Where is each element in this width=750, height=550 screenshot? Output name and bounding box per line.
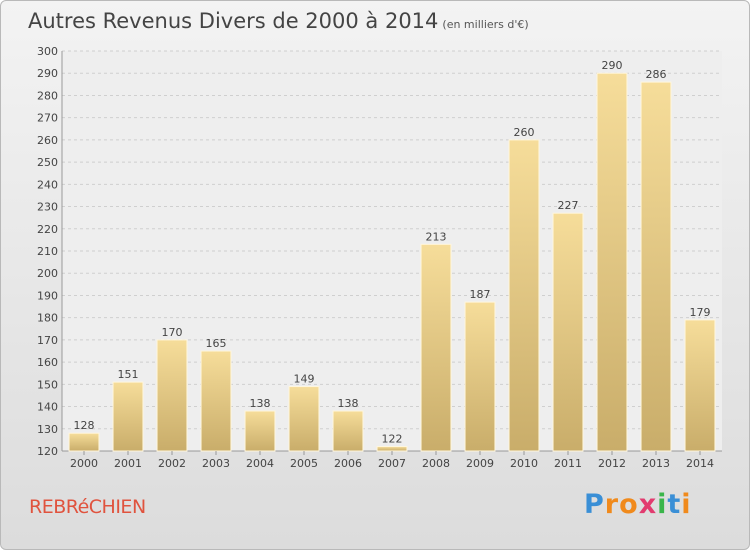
- data-label: 138: [250, 397, 271, 410]
- data-label: 122: [382, 433, 403, 446]
- logo-letter: o: [619, 489, 639, 520]
- bar: [552, 212, 584, 452]
- x-tick-label: 2011: [554, 457, 582, 470]
- data-label: 149: [294, 373, 315, 386]
- y-tick-label: 260: [37, 134, 58, 147]
- y-tick-label: 240: [37, 178, 58, 191]
- y-tick-label: 170: [37, 334, 58, 347]
- x-tick-label: 2013: [642, 457, 670, 470]
- logo-letter: i: [657, 489, 668, 520]
- y-tick-label: 220: [37, 223, 58, 236]
- data-label: 151: [118, 368, 139, 381]
- y-tick-label: 270: [37, 112, 58, 125]
- chart-title: Autres Revenus Divers de 2000 à 2014 (en …: [28, 9, 529, 33]
- data-label: 138: [338, 397, 359, 410]
- data-label: 227: [558, 199, 579, 212]
- x-tick-label: 2004: [246, 457, 274, 470]
- logo-letter: P: [584, 489, 605, 520]
- data-label: 290: [602, 59, 623, 72]
- bar: [112, 381, 144, 452]
- x-tick-label: 2010: [510, 457, 538, 470]
- x-tick-label: 2007: [378, 457, 406, 470]
- bar: [68, 432, 100, 452]
- y-tick-label: 180: [37, 312, 58, 325]
- bar: [376, 446, 408, 452]
- bar: [596, 72, 628, 452]
- logo-letter: t: [667, 489, 682, 520]
- y-tick-label: 300: [37, 45, 58, 58]
- x-tick-label: 2003: [202, 457, 230, 470]
- data-label: 213: [426, 230, 447, 243]
- x-tick-label: 2000: [70, 457, 98, 470]
- data-label: 179: [690, 306, 711, 319]
- x-tick-label: 2005: [290, 457, 318, 470]
- y-tick-label: 250: [37, 156, 58, 169]
- y-tick-label: 210: [37, 245, 58, 258]
- y-tick-label: 160: [37, 356, 58, 369]
- data-label: 170: [162, 326, 183, 339]
- data-label: 286: [646, 68, 667, 81]
- x-tick-label: 2006: [334, 457, 362, 470]
- proxiti-logo: Proxiti: [584, 489, 692, 520]
- bar: [684, 319, 716, 452]
- bar: [640, 81, 672, 452]
- bar: [420, 243, 452, 452]
- x-tick-label: 2009: [466, 457, 494, 470]
- chart-title-text: Autres Revenus Divers de 2000 à 2014: [28, 9, 439, 33]
- bar: [288, 386, 320, 452]
- x-tick-label: 2001: [114, 457, 142, 470]
- y-tick-label: 150: [37, 378, 58, 391]
- y-tick-label: 290: [37, 67, 58, 80]
- y-tick-label: 190: [37, 289, 58, 302]
- x-tick-label: 2012: [598, 457, 626, 470]
- logo-letter: i: [681, 489, 692, 520]
- logo-letter: r: [604, 489, 620, 520]
- y-tick-label: 120: [37, 445, 58, 458]
- y-tick-label: 280: [37, 89, 58, 102]
- bar: [508, 139, 540, 452]
- y-tick-label: 200: [37, 267, 58, 280]
- chart-subtitle: (en milliers d'€): [442, 18, 529, 31]
- x-tick-label: 2014: [686, 457, 714, 470]
- x-tick-label: 2008: [422, 457, 450, 470]
- bar: [244, 410, 276, 452]
- bar: [156, 339, 188, 452]
- y-tick-label: 230: [37, 201, 58, 214]
- data-label: 128: [74, 419, 95, 432]
- data-label: 187: [470, 288, 491, 301]
- y-tick-label: 140: [37, 401, 58, 414]
- y-tick-label: 130: [37, 423, 58, 436]
- bar: [332, 410, 364, 452]
- data-label: 165: [206, 337, 227, 350]
- bar: [200, 350, 232, 452]
- data-label: 260: [514, 126, 535, 139]
- commune-name: REBRéCHIEN: [29, 496, 146, 518]
- x-tick-label: 2002: [158, 457, 186, 470]
- bar: [464, 301, 496, 452]
- logo-letter: x: [638, 489, 658, 520]
